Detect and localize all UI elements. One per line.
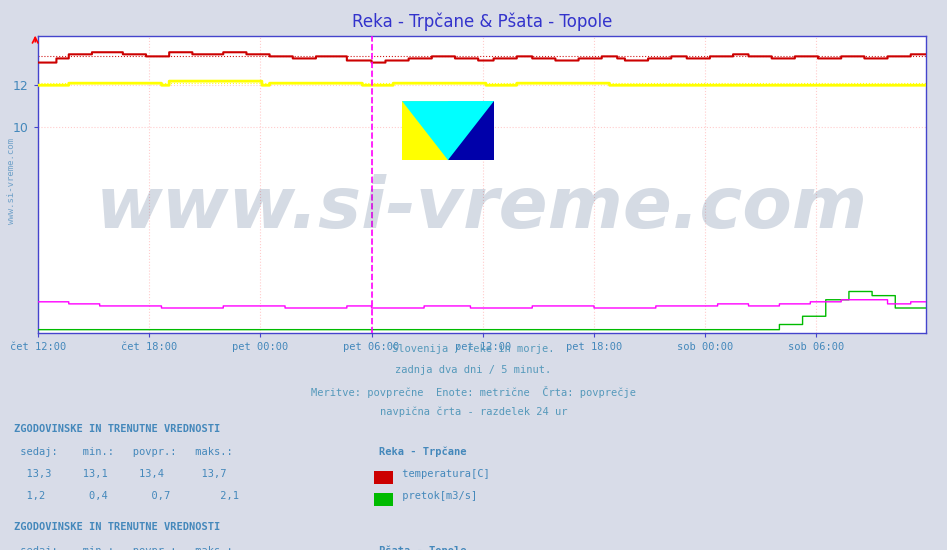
Text: sedaj:    min.:   povpr.:   maks.:: sedaj: min.: povpr.: maks.: (14, 447, 233, 456)
Text: ZGODOVINSKE IN TRENUTNE VREDNOSTI: ZGODOVINSKE IN TRENUTNE VREDNOSTI (14, 424, 221, 433)
Polygon shape (402, 101, 448, 161)
Text: zadnja dva dni / 5 minut.: zadnja dva dni / 5 minut. (396, 365, 551, 375)
Text: temperatura[C]: temperatura[C] (396, 469, 490, 478)
Text: ZGODOVINSKE IN TRENUTNE VREDNOSTI: ZGODOVINSKE IN TRENUTNE VREDNOSTI (14, 522, 221, 532)
Text: pretok[m3/s]: pretok[m3/s] (396, 491, 477, 501)
Bar (402, 101, 448, 161)
Text: Slovenija / reke in morje.: Slovenija / reke in morje. (392, 344, 555, 354)
Title: Reka - Trpčane & Pšata - Topole: Reka - Trpčane & Pšata - Topole (352, 13, 612, 31)
Text: www.si-vreme.com: www.si-vreme.com (7, 139, 16, 224)
Text: Reka - Trpčane: Reka - Trpčane (379, 447, 466, 457)
Text: navpična črta - razdelek 24 ur: navpična črta - razdelek 24 ur (380, 406, 567, 417)
Text: 13,3     13,1     13,4      13,7: 13,3 13,1 13,4 13,7 (14, 469, 226, 478)
Bar (448, 101, 494, 161)
Text: 1,2       0,4       0,7        2,1: 1,2 0,4 0,7 2,1 (14, 491, 240, 501)
Text: sedaj:    min.:   povpr.:   maks.:: sedaj: min.: povpr.: maks.: (14, 546, 233, 550)
Text: www.si-vreme.com: www.si-vreme.com (96, 173, 868, 243)
Text: Pšata - Topole: Pšata - Topole (379, 546, 466, 550)
Text: Meritve: povprečne  Enote: metrične  Črta: povprečje: Meritve: povprečne Enote: metrične Črta:… (311, 386, 636, 398)
Polygon shape (448, 101, 494, 161)
